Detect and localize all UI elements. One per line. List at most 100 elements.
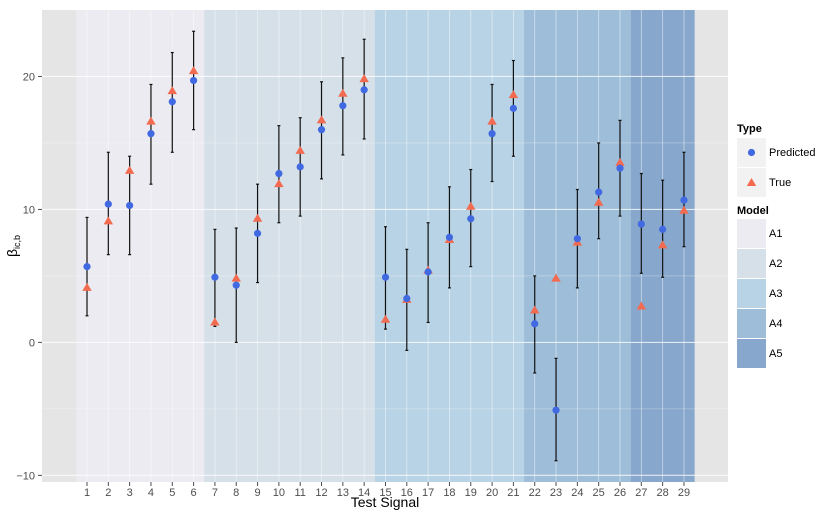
predicted-point	[360, 86, 368, 94]
true-point	[124, 165, 135, 174]
y-axis-title: βic,b	[4, 235, 22, 257]
true-point	[338, 88, 348, 97]
x-tick-label: 15	[379, 487, 391, 499]
x-tick-label: 1	[84, 487, 90, 499]
true-point	[82, 282, 92, 291]
x-tick-label: 24	[571, 487, 583, 499]
x-tick-label: 8	[233, 487, 239, 499]
grid-lines	[42, 10, 728, 482]
x-tick-label: 11	[294, 487, 305, 499]
predicted-point	[680, 196, 688, 204]
predicted-point	[659, 225, 667, 233]
x-tick-label: 17	[422, 487, 434, 499]
plot-panel	[42, 10, 728, 482]
x-axis-title: Test Signal	[351, 494, 419, 510]
predicted-point	[552, 406, 560, 414]
x-tick-label: 9	[254, 487, 260, 499]
predicted-point	[253, 229, 262, 237]
legend-model-swatch	[737, 219, 766, 248]
true-point	[466, 201, 476, 210]
x-tick-label: 25	[593, 487, 605, 499]
true-point	[679, 205, 689, 214]
legend-type-label: True	[769, 177, 791, 189]
y-axis-ticks: −10 0 10 20	[16, 71, 42, 482]
legend-model-swatch	[737, 339, 766, 368]
true-point	[380, 314, 391, 323]
x-tick-label: 10	[273, 487, 285, 499]
predicted-points	[83, 76, 688, 414]
x-tick-label: 28	[657, 487, 669, 499]
true-point	[146, 116, 156, 125]
legend: Type Predicted True Model A1 A2 A3 A4 A5	[737, 123, 815, 368]
x-tick-label: 26	[614, 487, 626, 499]
legend-model-items: A1 A2 A3 A4 A5	[737, 219, 782, 368]
predicted-point	[381, 273, 390, 281]
true-point	[188, 66, 199, 75]
legend-model-swatch	[737, 309, 766, 338]
true-point	[508, 90, 519, 99]
predicted-point	[168, 98, 176, 106]
legend-true-marker	[746, 178, 757, 186]
true-point	[615, 157, 625, 166]
predicted-point	[445, 233, 454, 241]
true-point	[657, 240, 668, 249]
x-tick-label: 12	[315, 487, 327, 499]
y-axis-title-main: β	[4, 249, 20, 257]
true-point	[103, 216, 114, 225]
predicted-point	[424, 268, 432, 276]
legend-model-swatch	[737, 279, 766, 308]
legend-model-swatch	[737, 249, 766, 278]
legend-type-items: Predicted True	[737, 138, 815, 197]
x-tick-label: 2	[105, 487, 111, 499]
x-tick-label: 20	[486, 487, 498, 499]
predicted-point	[637, 220, 645, 228]
predicted-point	[147, 130, 155, 138]
true-point	[210, 317, 220, 326]
x-tick-label: 4	[148, 487, 154, 499]
model-band-a2	[204, 10, 375, 482]
y-tick-label: −10	[16, 470, 35, 482]
predicted-point	[275, 169, 283, 178]
legend-predicted-marker	[747, 148, 756, 157]
legend-model-label: A3	[769, 288, 782, 300]
x-tick-label: 6	[191, 487, 197, 499]
y-tick-label: 10	[23, 204, 35, 216]
predicted-point	[126, 201, 134, 210]
x-tick-label: 29	[678, 487, 690, 499]
x-tick-label: 14	[358, 487, 370, 499]
legend-type-title: Type	[737, 123, 762, 135]
predicted-point	[339, 102, 347, 110]
y-tick-label: 0	[29, 337, 35, 349]
legend-model-label: A2	[769, 258, 782, 270]
true-points	[82, 66, 689, 326]
true-point	[551, 273, 561, 282]
x-tick-label: 18	[443, 487, 455, 499]
x-tick-label: 19	[465, 487, 477, 499]
predicted-point	[211, 273, 219, 281]
predicted-point	[616, 164, 624, 172]
x-tick-label: 21	[507, 487, 519, 499]
legend-model-title: Model	[737, 205, 769, 217]
predicted-point	[509, 104, 517, 112]
x-axis-ticks: 1 2 3 4 5 6 7 8 9 10 11 12 13 14 15 16 17 18 19 20 21 22 23 24 2…	[84, 482, 690, 499]
x-tick-label: 27	[635, 487, 647, 499]
legend-model-label: A1	[769, 228, 782, 240]
true-point	[167, 86, 178, 95]
true-point	[359, 74, 369, 83]
predicted-point	[467, 215, 475, 223]
predicted-point	[595, 188, 603, 196]
true-point	[274, 179, 284, 188]
x-tick-label: 23	[550, 487, 562, 499]
y-axis-title-sub: ic,b	[12, 235, 22, 249]
x-tick-label: 3	[127, 487, 133, 499]
true-point	[593, 197, 604, 206]
predicted-point	[488, 130, 496, 138]
x-tick-label: 5	[169, 487, 175, 499]
predicted-point	[83, 263, 91, 271]
y-tick-label: 20	[23, 71, 35, 83]
predicted-point	[190, 76, 198, 85]
model-band-a1	[76, 10, 205, 482]
true-point	[487, 116, 497, 125]
legend-model-label: A5	[769, 348, 782, 360]
legend-type-label: Predicted	[769, 147, 815, 159]
